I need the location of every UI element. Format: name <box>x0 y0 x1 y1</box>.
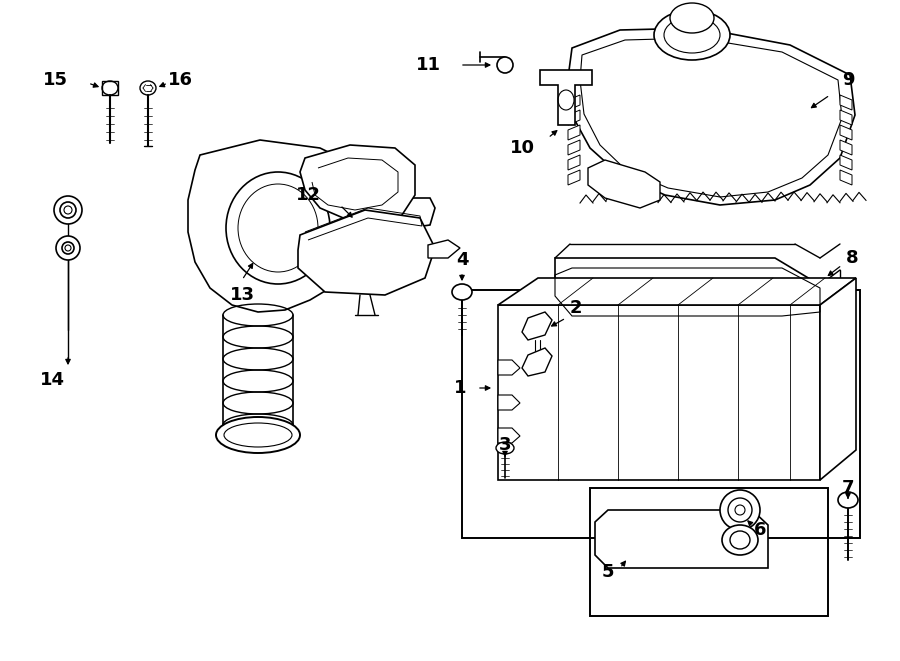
Polygon shape <box>840 125 852 140</box>
Polygon shape <box>348 198 435 240</box>
Ellipse shape <box>54 196 82 224</box>
Polygon shape <box>568 140 580 155</box>
Polygon shape <box>498 278 856 305</box>
Bar <box>650 522 668 550</box>
Polygon shape <box>188 140 370 312</box>
Polygon shape <box>428 240 460 258</box>
Text: 3: 3 <box>499 436 511 454</box>
Polygon shape <box>568 155 580 170</box>
Text: 12: 12 <box>295 186 320 204</box>
Text: 2: 2 <box>570 299 582 317</box>
Polygon shape <box>300 145 415 225</box>
Ellipse shape <box>722 525 758 555</box>
Text: 16: 16 <box>167 71 193 89</box>
Bar <box>620 522 638 550</box>
Text: 15: 15 <box>42 71 68 89</box>
Text: 10: 10 <box>509 139 535 157</box>
Ellipse shape <box>497 57 513 73</box>
Polygon shape <box>568 125 580 140</box>
Polygon shape <box>498 305 820 480</box>
Ellipse shape <box>56 236 80 260</box>
Ellipse shape <box>654 10 730 60</box>
Text: 5: 5 <box>602 563 614 581</box>
Ellipse shape <box>735 505 745 515</box>
Polygon shape <box>568 170 580 185</box>
Polygon shape <box>568 28 855 205</box>
Bar <box>710 518 750 560</box>
Text: 6: 6 <box>754 521 766 539</box>
Ellipse shape <box>670 3 714 33</box>
Text: 9: 9 <box>842 71 854 89</box>
Polygon shape <box>840 110 852 125</box>
Polygon shape <box>498 395 520 410</box>
Bar <box>462 290 860 538</box>
Polygon shape <box>568 95 580 110</box>
Polygon shape <box>498 428 520 443</box>
Polygon shape <box>540 70 592 125</box>
Polygon shape <box>840 95 852 110</box>
Polygon shape <box>522 348 552 376</box>
Polygon shape <box>298 210 435 295</box>
Polygon shape <box>522 312 552 340</box>
Polygon shape <box>840 140 852 155</box>
Bar <box>682 522 700 550</box>
Polygon shape <box>498 360 520 375</box>
Polygon shape <box>568 110 580 125</box>
Ellipse shape <box>496 442 514 454</box>
Bar <box>590 488 828 616</box>
Polygon shape <box>595 510 768 568</box>
Ellipse shape <box>216 417 300 453</box>
Text: 11: 11 <box>416 56 440 74</box>
Polygon shape <box>840 170 852 185</box>
Polygon shape <box>555 258 820 328</box>
Text: 7: 7 <box>842 479 854 497</box>
Ellipse shape <box>720 490 760 530</box>
Text: 8: 8 <box>846 249 859 267</box>
Polygon shape <box>840 155 852 170</box>
Ellipse shape <box>838 492 858 508</box>
Ellipse shape <box>452 284 472 300</box>
Text: 13: 13 <box>230 286 255 304</box>
Polygon shape <box>102 81 118 95</box>
Text: 1: 1 <box>454 379 466 397</box>
Polygon shape <box>820 278 856 480</box>
Polygon shape <box>588 160 660 208</box>
Text: 4: 4 <box>455 251 468 269</box>
Text: 14: 14 <box>40 371 65 389</box>
